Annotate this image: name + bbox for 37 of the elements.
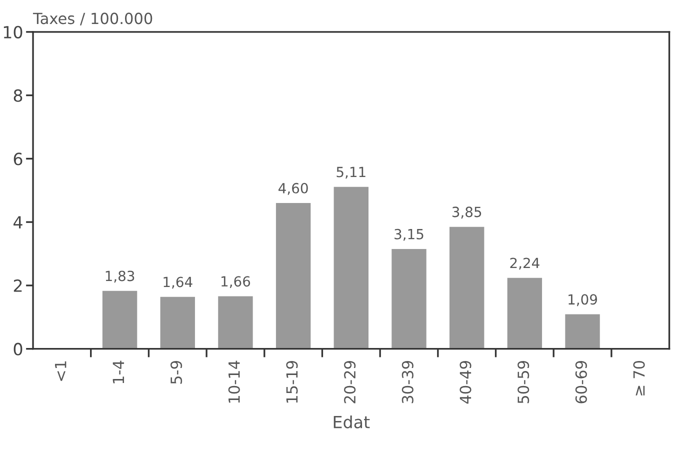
bar [392, 249, 426, 349]
x-tick-label: 50-59 [518, 361, 530, 404]
bar [565, 314, 600, 349]
x-axis-title: Edat [334, 415, 370, 428]
x-tick-label: 10-14 [228, 360, 240, 403]
data-label: 4,60 [278, 182, 308, 195]
data-label: 1,83 [106, 270, 134, 283]
x-tick-label: 40-49 [460, 361, 472, 404]
y-axis-title: Taxes / 100.000 [32, 12, 152, 26]
bar [102, 290, 138, 349]
data-label: 3,15 [394, 228, 424, 241]
y-tick-label: 10 [4, 26, 22, 38]
data-label: 2,24 [510, 258, 540, 270]
bar [334, 186, 369, 349]
bar [276, 203, 311, 349]
x-tick-label: 1-4 [112, 360, 124, 384]
data-label: 1,09 [568, 294, 598, 306]
y-tick-label: 8 [14, 89, 22, 102]
x-tick-label: 30-39 [402, 361, 414, 404]
x-tick-label: ≥ 70 [633, 360, 645, 396]
x-tick-label: 60-69 [575, 361, 587, 404]
data-label: 1,64 [164, 276, 192, 289]
bar [449, 226, 484, 349]
x-tick-label: 20-29 [344, 361, 356, 404]
x-tick-label: 5-9 [170, 361, 182, 384]
data-label: 5,11 [336, 166, 366, 179]
x-tick-label: 15-19 [286, 361, 298, 403]
y-tick-label: 6 [14, 152, 22, 166]
bar [160, 296, 195, 349]
y-tick-label: 0 [14, 342, 22, 356]
bar [507, 278, 542, 349]
y-tick-label: 2 [14, 279, 22, 292]
bar [218, 296, 253, 349]
data-label: 3,85 [452, 206, 482, 219]
y-tick-label: 4 [14, 216, 22, 228]
data-label: 1,66 [222, 276, 250, 288]
x-tick-label: <1 [55, 361, 66, 381]
